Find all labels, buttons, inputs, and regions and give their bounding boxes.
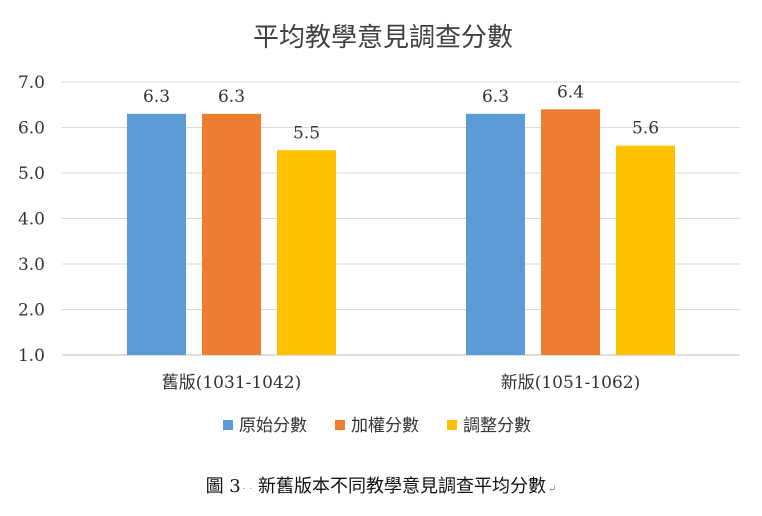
legend-label: 加權分數 [351,416,419,436]
data-label: 6.3 [218,87,245,107]
y-tick-label: 4.0 [18,210,45,230]
chart-title: 平均教學意見調查分數 [253,23,513,53]
caption-title: 新舊版本不同教學意見調查平均分數 [258,476,547,497]
y-axis: 1.0 2.0 3.0 4.0 5.0 6.0 7.0 [18,73,45,366]
legend: 原始分數 加權分數 調整分數 [223,416,531,436]
bar [202,113,261,355]
legend-item: 原始分數 [223,416,307,436]
data-label: 6.3 [482,87,509,107]
y-tick-label: 7.0 [18,73,45,93]
data-label: 5.5 [293,123,320,143]
data-labels: 6.3 6.3 5.5 6.3 6.4 5.6 [143,82,659,143]
x-tick-label: 舊版(1031-1042) [162,373,302,393]
x-tick-label: 新版(1051-1062) [501,373,641,393]
y-tick-label: 6.0 [18,119,45,139]
return-mark-icon: ↵ [548,484,557,495]
data-label: 6.4 [557,82,584,102]
legend-swatch [223,420,233,430]
y-tick-label: 1.0 [18,346,45,366]
figure-caption: 圖 3 · · 新舊版本不同教學意見調查平均分數 ↵ [0,472,762,498]
bar [616,145,675,355]
legend-item: 加權分數 [335,416,419,436]
data-label: 6.3 [143,87,170,107]
legend-label: 調整分數 [463,416,531,436]
legend-swatch [335,420,345,430]
legend-label: 原始分數 [239,416,307,436]
bars [127,109,675,355]
x-axis: 舊版(1031-1042) 新版(1051-1062) [162,373,641,393]
bar [277,150,336,355]
caption-label: 圖 3 [205,476,241,497]
caption-dots: · · [242,484,253,495]
legend-item: 調整分數 [447,416,531,436]
bar [466,113,525,355]
y-tick-label: 2.0 [18,301,45,321]
legend-swatch [447,420,457,430]
data-label: 5.6 [632,119,659,139]
y-tick-label: 3.0 [18,255,45,275]
y-tick-label: 5.0 [18,164,45,184]
bar [127,113,186,355]
bar [541,109,600,355]
bar-chart: 平均教學意見調查分數 1.0 2.0 3.0 4.0 5.0 6.0 7.0 6.3 6.3 5… [18,23,740,436]
